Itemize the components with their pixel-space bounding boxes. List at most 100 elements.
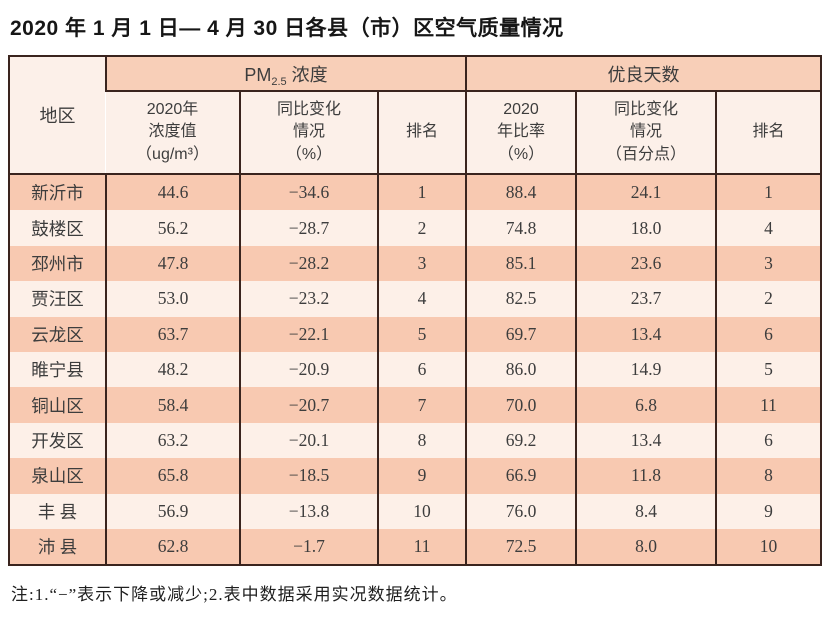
cell-pm-change: −20.7 — [239, 387, 378, 423]
cell-pm-rank: 5 — [377, 316, 466, 352]
cell-days-rate: 86.0 — [465, 351, 576, 388]
table-row: 邳州市 47.8 −28.2 3 85.1 23.6 3 — [9, 245, 822, 282]
column-header-days-rank: 排名 — [714, 91, 822, 175]
cell-pm-value: 53.0 — [105, 281, 240, 317]
cell-pm-rank: 1 — [377, 174, 466, 211]
cell-region: 云龙区 — [31, 324, 84, 345]
cell-pm-value: 62.8 — [105, 528, 240, 566]
cell-pm-value: 44.6 — [105, 174, 240, 211]
cell-region: 鼓楼区 — [31, 218, 84, 239]
cell-days-rate: 70.0 — [465, 387, 576, 423]
cell-days-change: 11.8 — [575, 458, 716, 494]
table-row: 丰 县 56.9 −13.8 10 76.0 8.4 9 — [9, 493, 822, 529]
cell-days-change: 24.1 — [575, 174, 716, 211]
pm25-label-subscript: 2.5 — [271, 75, 287, 88]
table-row: 泉山区 65.8 −18.5 9 66.9 11.8 8 — [9, 458, 822, 494]
cell-pm-rank: 11 — [377, 528, 466, 566]
cell-days-change: 8.0 — [575, 528, 716, 566]
cell-days-rate: 85.1 — [465, 245, 576, 282]
cell-region: 新沂市 — [31, 183, 84, 204]
cell-pm-rank: 3 — [377, 245, 466, 282]
cell-pm-change: −28.7 — [239, 210, 378, 246]
cell-pm-change: −28.2 — [239, 245, 378, 282]
cell-days-rank: 4 — [714, 210, 822, 246]
cell-pm-value: 65.8 — [105, 458, 240, 494]
column-group-good-days: 优良天数 — [464, 56, 822, 92]
cell-days-rank: 6 — [714, 422, 822, 459]
cell-pm-change: −22.1 — [239, 316, 378, 352]
table-row: 云龙区 63.7 −22.1 5 69.7 13.4 6 — [9, 316, 822, 352]
cell-pm-rank: 8 — [377, 422, 466, 459]
cell-days-change: 6.8 — [575, 387, 716, 423]
cell-region: 铜山区 — [31, 395, 84, 416]
cell-pm-value: 56.2 — [105, 210, 240, 246]
footnote: 注:1.“−”表示下降或减少;2.表中数据采用实况数据统计。 — [11, 585, 458, 605]
cell-days-rate: 72.5 — [465, 528, 576, 566]
cell-region: 贾汪区 — [31, 289, 84, 310]
column-group-pm25: PM2.5 浓度 — [105, 56, 466, 92]
cell-days-rate: 76.0 — [465, 493, 576, 529]
cell-days-change: 8.4 — [575, 493, 716, 529]
cell-days-rate: 66.9 — [465, 458, 576, 494]
cell-days-rank: 1 — [714, 174, 822, 211]
cell-days-change: 13.4 — [575, 316, 716, 352]
cell-pm-change: −23.2 — [239, 281, 378, 317]
column-header-region: 地区 — [9, 56, 106, 175]
cell-pm-value: 63.7 — [105, 316, 240, 352]
table-header: 地区 PM2.5 浓度 优良天数 2020年 浓度值 （ug/m³） 同比变化 … — [9, 56, 822, 175]
cell-pm-rank: 9 — [377, 458, 466, 494]
table-row: 睢宁县 48.2 −20.9 6 86.0 14.9 5 — [9, 351, 822, 388]
cell-pm-value: 56.9 — [105, 493, 240, 529]
cell-days-change: 13.4 — [575, 422, 716, 459]
column-header-days-rate: 2020 年比率 （%） — [465, 91, 576, 175]
cell-days-rate: 69.7 — [465, 316, 576, 352]
cell-pm-rank: 2 — [377, 210, 466, 246]
column-header-pm-value: 2020年 浓度值 （ug/m³） — [106, 91, 240, 175]
table-row: 沛 县 62.8 −1.7 11 72.5 8.0 10 — [9, 528, 822, 566]
cell-pm-value: 63.2 — [105, 422, 240, 459]
cell-days-change: 18.0 — [575, 210, 716, 246]
cell-pm-change: −13.8 — [239, 493, 378, 529]
column-header-pm-rank: 排名 — [377, 91, 466, 175]
table-row: 铜山区 58.4 −20.7 7 70.0 6.8 11 — [9, 387, 822, 423]
cell-days-rank: 6 — [714, 316, 822, 352]
table-row: 新沂市 44.6 −34.6 1 88.4 24.1 1 — [9, 174, 822, 211]
cell-region: 邳州市 — [31, 253, 84, 274]
cell-days-rate: 69.2 — [465, 422, 576, 459]
cell-region: 泉山区 — [31, 466, 84, 487]
cell-pm-rank: 6 — [377, 351, 466, 388]
cell-pm-rank: 4 — [377, 281, 466, 317]
table-row: 鼓楼区 56.2 −28.7 2 74.8 18.0 4 — [9, 210, 822, 246]
cell-region: 睢宁县 — [31, 360, 84, 381]
column-header-days-change: 同比变化 情况 （百分点） — [575, 91, 716, 175]
cell-pm-change: −20.1 — [239, 422, 378, 459]
cell-days-rate: 82.5 — [465, 281, 576, 317]
cell-days-rank: 11 — [714, 387, 822, 423]
cell-days-rank: 2 — [714, 281, 822, 317]
cell-region: 沛 县 — [37, 537, 78, 558]
cell-days-rate: 88.4 — [465, 174, 576, 211]
cell-pm-change: −34.6 — [239, 174, 378, 211]
sub-header-row: 2020年 浓度值 （ug/m³） 同比变化 情况 （%） 排名 2020 年比… — [9, 91, 822, 175]
pm25-label-suffix: 浓度 — [286, 64, 328, 85]
cell-pm-change: −18.5 — [239, 458, 378, 494]
cell-pm-change: −1.7 — [239, 528, 378, 566]
cell-days-change: 23.6 — [575, 245, 716, 282]
air-quality-table: 地区 PM2.5 浓度 优良天数 2020年 浓度值 （ug/m³） 同比变化 … — [8, 55, 823, 567]
cell-days-rank: 5 — [714, 351, 822, 388]
cell-pm-value: 48.2 — [105, 351, 240, 388]
cell-days-change: 23.7 — [575, 281, 716, 317]
table-row: 贾汪区 53.0 −23.2 4 82.5 23.7 2 — [9, 281, 822, 317]
cell-pm-rank: 10 — [377, 493, 466, 529]
cell-days-rank: 3 — [714, 245, 822, 282]
table-row: 开发区 63.2 −20.1 8 69.2 13.4 6 — [9, 422, 822, 459]
cell-region: 开发区 — [31, 430, 84, 451]
column-header-pm-change: 同比变化 情况 （%） — [239, 91, 378, 175]
pm25-label-prefix: PM — [244, 64, 272, 85]
page-title: 2020 年 1 月 1 日— 4 月 30 日各县（市）区空气质量情况 — [10, 17, 564, 40]
table-body: 新沂市 44.6 −34.6 1 88.4 24.1 1 鼓楼区 56.2 −28.7 2 74.8 1… — [9, 174, 822, 566]
cell-days-rate: 74.8 — [465, 210, 576, 246]
cell-days-rank: 8 — [714, 458, 822, 494]
cell-pm-change: −20.9 — [239, 351, 378, 388]
